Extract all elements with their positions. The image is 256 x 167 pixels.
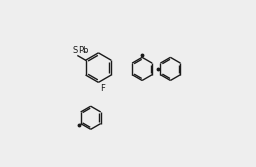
Text: Pb: Pb <box>78 46 89 55</box>
Text: S: S <box>72 46 78 55</box>
Text: F: F <box>100 85 104 94</box>
Text: +: + <box>81 49 87 54</box>
